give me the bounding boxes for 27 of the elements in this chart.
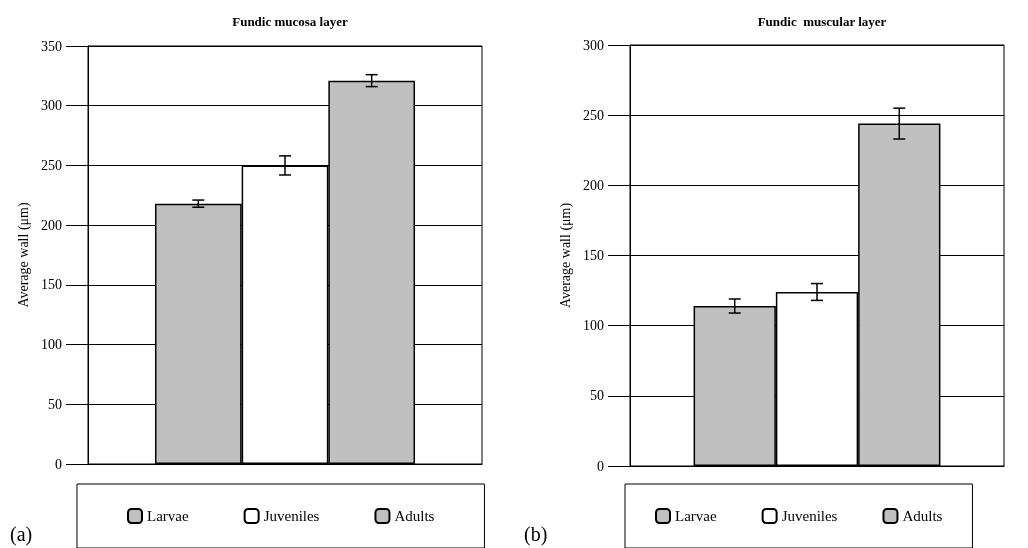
- y-tick-label: 150: [41, 277, 62, 293]
- y-tick-label: 50: [48, 396, 62, 412]
- y-tick-label: 300: [41, 98, 62, 114]
- y-tick-label: 200: [41, 217, 62, 233]
- y-axis-title: Average wall (μm): [557, 202, 574, 309]
- legend-label: Larvae: [147, 508, 189, 524]
- text: (a): [10, 523, 33, 546]
- legend-label: Larvae: [675, 508, 717, 524]
- y-tick-label: 150: [583, 248, 604, 263]
- y-tick-label: 350: [41, 38, 62, 54]
- text: (b): [524, 523, 548, 546]
- legend-label: Juveniles: [263, 508, 320, 524]
- y-tick-label: 300: [583, 37, 604, 53]
- y-tick-label: 0: [597, 458, 604, 474]
- y-tick-label: 250: [583, 107, 604, 123]
- y-axis-title: Average wall (μm): [15, 202, 32, 308]
- y-tick-label: 100: [583, 318, 604, 334]
- y-tick-label: 250: [41, 157, 62, 173]
- legend-label: Juveniles: [781, 508, 838, 524]
- y-tick-label: 0: [55, 456, 62, 472]
- y-tick-label: 50: [590, 388, 604, 404]
- legend-label: Adults: [902, 508, 943, 524]
- chart-title: Fundic mucosa layer: [232, 14, 348, 29]
- y-tick-label: 100: [41, 337, 62, 353]
- chart-title: Fundic muscular layer: [757, 14, 887, 29]
- y-tick-label: 200: [583, 177, 604, 193]
- legend-label: Adults: [394, 508, 435, 524]
